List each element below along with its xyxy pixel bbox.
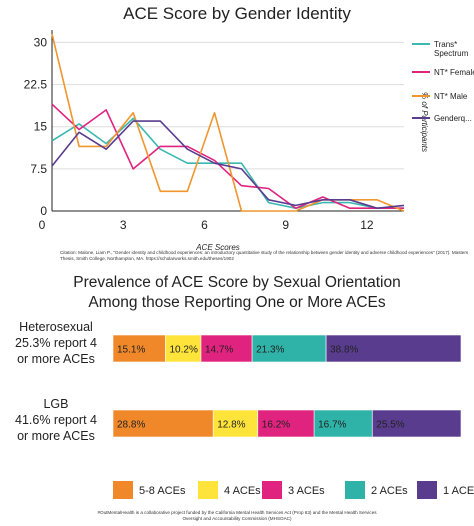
row-label-lgb-line1: LGB — [43, 397, 69, 411]
row-label-lgb: LGB 41.6% report 4 or more ACEs — [2, 396, 110, 444]
footnote: #OutMentalHealth is a collaborative proj… — [0, 510, 474, 521]
bar-label-0-2: 14.7% — [205, 345, 233, 356]
row-label-heterosexual-line2: 25.3% report 4 — [15, 336, 97, 350]
row-label-heterosexual: Heterosexual 25.3% report 4 or more ACEs — [2, 319, 110, 367]
legend-label-2: NT* Male — [434, 92, 468, 101]
bottom-chart-title-line1: Prevalence of ACE Score by Sexual Orient… — [73, 274, 401, 291]
legend-label-0-line1: Trans* — [434, 40, 457, 49]
row-label-heterosexual-line1: Heterosexual — [19, 320, 93, 334]
bar-segment-0-1 — [165, 334, 202, 363]
y-tick-label-1: 7.5 — [30, 162, 47, 176]
x-tick-label-3: 9 — [282, 218, 289, 232]
legend-label-bottom-3: 2 ACEs — [371, 485, 408, 497]
legend-label-bottom-2: 3 ACEs — [288, 485, 325, 497]
bar-label-1-0: 28.8% — [117, 420, 145, 431]
y-axis-label: % of Participants — [420, 92, 429, 152]
y-tick-label-3: 22.5 — [24, 78, 48, 92]
bar-segment-0-0 — [112, 334, 166, 363]
y-tick-label-0: 0 — [40, 204, 47, 218]
row-label-lgb-line2: 41.6% report 4 — [15, 413, 97, 427]
bar-label-1-4: 25.5% — [376, 420, 404, 431]
x-tick-label-0: 0 — [39, 218, 46, 232]
series-line-3 — [51, 120, 405, 209]
top-chart-title: ACE Score by Gender Identity — [123, 4, 351, 23]
x-axis-label: ACE Scores — [195, 243, 240, 252]
legend-swatch-bottom-1 — [198, 481, 218, 499]
legend-label-bottom-0: 5-8 ACEs — [139, 485, 186, 497]
bar-segment-1-3 — [313, 409, 373, 438]
legend-label-bottom-1: 4 ACEs — [224, 485, 261, 497]
y-tick-label-2: 15 — [34, 120, 48, 134]
legend-label-3: Genderq... — [434, 114, 472, 123]
legend-label-bottom-4: 1 ACE — [443, 485, 474, 497]
row-label-heterosexual-line3: or more ACEs — [17, 352, 95, 366]
bar-segment-1-2 — [257, 409, 315, 438]
y-tick-label-4: 30 — [34, 35, 48, 49]
legend-label-1: NT* Female — [434, 68, 474, 77]
footnote-line1: #OutMentalHealth is a collaborative proj… — [97, 510, 377, 515]
bar-label-1-2: 16.2% — [262, 420, 290, 431]
bar-segment-0-2 — [200, 334, 253, 363]
x-tick-label-1: 3 — [120, 218, 127, 232]
bar-label-0-1: 10.2% — [170, 345, 198, 356]
legend-swatch-bottom-2 — [262, 481, 282, 499]
citation-text: Citation: Malone, Liam P., "Gender ident… — [60, 250, 469, 261]
bar-segment-1-1 — [212, 409, 258, 438]
bar-segment-0-4 — [325, 334, 462, 363]
bar-segment-1-0 — [112, 409, 214, 438]
legend-swatch-bottom-3 — [345, 481, 365, 499]
bar-label-0-4: 38.8% — [330, 345, 358, 356]
legend-swatch-bottom-0 — [113, 481, 133, 499]
bar-segment-0-3 — [251, 334, 327, 363]
bar-label-1-1: 12.8% — [217, 420, 245, 431]
row-label-lgb-line3: or more ACEs — [17, 429, 95, 443]
x-tick-label-2: 6 — [201, 218, 208, 232]
x-tick-label-4: 12 — [360, 218, 374, 232]
bottom-chart-title: Prevalence of ACE Score by Sexual Orient… — [0, 273, 474, 313]
bar-segment-1-4 — [371, 409, 462, 438]
bar-label-0-0: 15.1% — [117, 345, 145, 356]
bar-label-0-3: 21.3% — [256, 345, 284, 356]
legend-label-0-line2: Spectrum — [434, 49, 469, 58]
series-line-1 — [51, 103, 404, 209]
bottom-chart-title-line2: Among those Reporting One or More ACEs — [88, 294, 386, 311]
footnote-line2: Oversight and Accountability Commission … — [182, 515, 292, 521]
legend-swatch-bottom-4 — [417, 481, 437, 499]
bar-label-1-3: 16.7% — [318, 420, 346, 431]
